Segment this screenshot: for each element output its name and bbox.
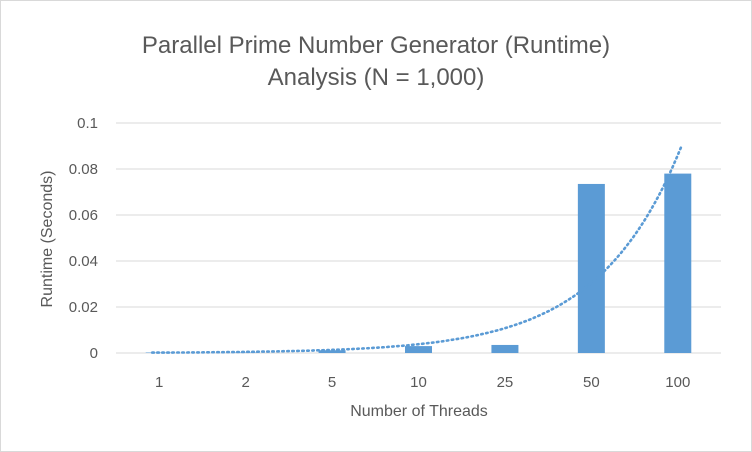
bar <box>491 344 519 353</box>
bar <box>405 346 432 353</box>
grid-lines <box>116 122 721 354</box>
bar-series <box>145 173 692 353</box>
y-tick-label: 0.04 <box>69 253 98 270</box>
x-tick-label: 5 <box>328 374 336 391</box>
y-axis-title: Runtime (Seconds) <box>39 171 56 308</box>
y-tick-label: 0.02 <box>69 299 98 316</box>
chart-title-line-1: Parallel Prime Number Generator (Runtime… <box>142 32 610 59</box>
x-axis-title: Number of Threads <box>350 403 488 420</box>
y-tick-label: 0 <box>90 345 98 362</box>
y-tick-label: 0.1 <box>77 115 98 132</box>
y-tick-label: 0.06 <box>69 207 98 224</box>
trendline <box>151 145 683 354</box>
x-tick-label: 10 <box>410 374 427 391</box>
x-tick-labels: 1 2 5 10 25 50 100 <box>155 374 690 391</box>
x-tick-label: 1 <box>155 374 163 391</box>
y-tick-label: 0.08 <box>69 161 98 178</box>
bar <box>232 352 260 353</box>
x-tick-label: 25 <box>497 374 514 391</box>
x-tick-label: 100 <box>665 374 690 391</box>
chart-title-line-2: Analysis (N = 1,000) <box>268 64 485 91</box>
x-tick-label: 50 <box>583 374 600 391</box>
bar <box>318 350 346 353</box>
x-tick-label: 2 <box>241 374 249 391</box>
trendline-path <box>151 145 683 354</box>
bar <box>577 183 605 353</box>
bar <box>664 173 692 353</box>
y-tick-labels: 0 0.02 0.04 0.06 0.08 0.1 <box>69 115 98 362</box>
